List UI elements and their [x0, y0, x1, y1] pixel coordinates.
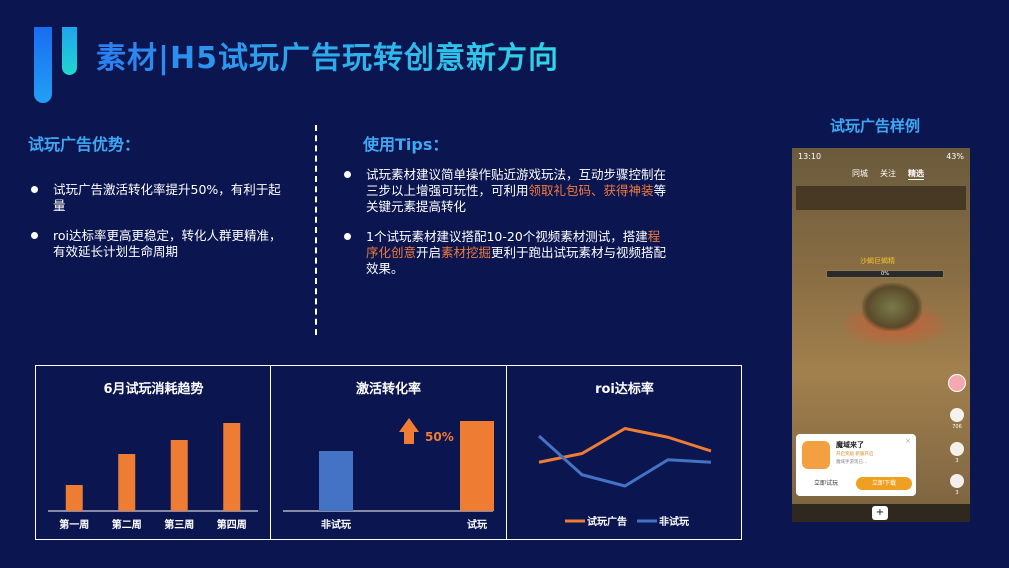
chart1-bar [170, 440, 188, 511]
chart1-tick-label: 第三周 [164, 518, 194, 531]
up-arrow-icon [399, 418, 419, 444]
advantages-heading: 试玩广告优势： [28, 135, 141, 154]
chart2-bar [319, 451, 353, 511]
comment-count: 3 [955, 458, 959, 464]
tips-heading: 使用Tips： [363, 135, 449, 154]
chart2-title: 激活转化率 [355, 382, 421, 397]
boss-name: 沙蝎巨蝎精 [860, 257, 895, 265]
tip2-text-mid: 开启 [416, 245, 442, 260]
chart3-svg: 试玩广告 非试玩 [537, 427, 712, 528]
status-battery: 43% [946, 152, 964, 161]
advantage-item-2: roi达标率更高更稳定，转化人群更精准，有效延长计划生命周期 [31, 228, 293, 260]
chart2-annotation: 50% [425, 430, 454, 444]
tip2-text: 1个试玩素材建议搭配10-20个视频素材测试，搭建 [366, 229, 648, 244]
chart3-title: roi达标率 [595, 382, 654, 397]
tip-item-1: 试玩素材建议简单操作贴近游戏玩法，互动步骤控制在三步以上增强可玩性，可利用领取礼… [344, 167, 672, 215]
bullet-dot [31, 186, 38, 193]
sample-phone-screenshot: 13:10 43% 同城 关注 精选 沙蝎巨蝎精 0% 706 3 3 魔域来了… [792, 148, 970, 522]
logo-bar-left [34, 27, 52, 103]
advantage-text-1: 试玩广告激活转化率提升50%，有利于起量 [53, 182, 281, 213]
tab-local[interactable]: 同城 [852, 169, 868, 178]
tip1-highlight-gift: 领取礼包码 [528, 183, 592, 198]
divider-dashed [315, 125, 317, 335]
chart-divider-1 [270, 366, 271, 539]
chart3-series-line [538, 427, 712, 464]
add-icon[interactable]: + [872, 506, 888, 520]
app-icon [802, 441, 830, 469]
tip1-separator: 、 [591, 183, 604, 198]
logo-bar-right [62, 27, 77, 75]
sample-title: 试玩广告样例 [830, 117, 921, 135]
app-tags: 开启奖励 新服开启 [836, 452, 874, 457]
chart1-bar [118, 454, 136, 511]
tip2-highlight-mining: 素材挖掘 [441, 245, 492, 260]
app-desc: 魔域手游现已... [836, 460, 868, 465]
chart2-bar [460, 421, 494, 511]
charts-panel: 6月试玩消耗趋势 激活转化率 roi达标率 第一周 第二周 第三周 第四周 非试玩 试玩… [35, 365, 742, 540]
chart1-title: 6月试玩消耗趋势 [103, 382, 204, 397]
close-icon[interactable]: × [905, 437, 911, 445]
chart2-svg: 非试玩 试玩 50% [283, 418, 494, 531]
tip2-text-end: 更利于跑出试玩素材与视频搭配效果。 [366, 245, 667, 276]
chart1-tick-label: 第二周 [112, 518, 142, 531]
phone-status-bar: 13:10 43% [792, 148, 970, 166]
status-time: 13:10 [798, 152, 822, 161]
chart1-bar [223, 423, 241, 511]
tip1-text-end: 等关键元素提高转化 [366, 183, 667, 214]
chart-divider-2 [506, 366, 507, 539]
phone-bottom-bar: + [792, 504, 970, 522]
advantage-text-2: roi达标率更高更稳定，转化人群更精准，有效延长计划生命周期 [53, 228, 282, 259]
boss-hp-bar: 0% [826, 270, 944, 278]
creator-avatar[interactable] [948, 374, 966, 392]
advantage-item-1: 试玩广告激活转化率提升50%，有利于起量 [31, 182, 285, 214]
chart1-tick-label: 第四周 [217, 518, 247, 531]
tip2-highlight-program: 程序化创意 [366, 229, 661, 260]
share-icon[interactable] [950, 474, 964, 488]
chart2-tick-label: 非试玩 [321, 518, 351, 531]
share-count: 3 [955, 490, 959, 496]
ad-card: 魔域来了 开启奖励 新服开启 魔域手游现已... × 立即试玩 立即下载 [796, 434, 916, 496]
app-name: 魔域来了 [836, 441, 864, 449]
bullet-dot [344, 233, 351, 240]
comment-icon[interactable] [950, 442, 964, 456]
page-title: 素材|H5试玩广告玩转创意新方向 [96, 33, 559, 77]
try-play-button[interactable]: 立即试玩 [813, 480, 838, 487]
chart2-tick-label: 试玩 [467, 518, 487, 531]
chart1-svg: 第一周 第二周 第三周 第四周 [48, 423, 258, 531]
bullet-dot [344, 171, 351, 178]
like-count: 706 [952, 424, 962, 430]
phone-tabs: 同城 关注 精选 [852, 168, 924, 180]
bullet-dot [31, 232, 38, 239]
heart-icon[interactable] [950, 408, 964, 422]
boss-creature [862, 283, 922, 331]
chart1-bar [65, 485, 83, 511]
tip1-text: 试玩素材建议简单操作贴近游戏玩法，互动步骤控制在三步以上增强可玩性，可利用 [366, 167, 667, 198]
tip1-highlight-gear: 获得神装 [603, 183, 654, 198]
chart1-tick-label: 第一周 [59, 518, 89, 531]
download-button[interactable]: 立即下载 [856, 477, 912, 490]
chart3-legend-label: 试玩广告 [587, 515, 627, 528]
chart3-legend-label: 非试玩 [659, 515, 689, 528]
phone-info-bar [796, 186, 966, 210]
chart3-series-line [537, 434, 712, 488]
tip-item-2: 1个试玩素材建议搭配10-20个视频素材测试，搭建程序化创意开启素材挖掘更利于跑… [344, 229, 672, 277]
tab-follow[interactable]: 关注 [880, 169, 896, 178]
tab-featured[interactable]: 精选 [908, 169, 924, 180]
